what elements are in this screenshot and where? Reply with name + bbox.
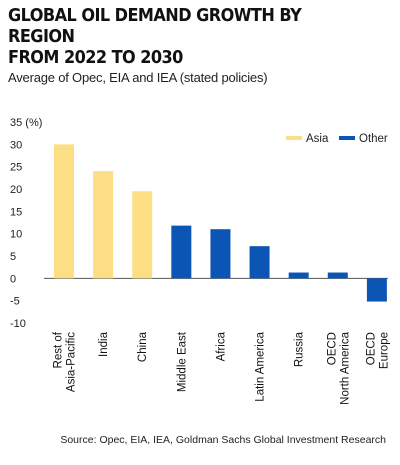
x-tick-label: Middle East bbox=[176, 331, 188, 392]
bar-3 bbox=[171, 225, 192, 279]
y-tick-label: -5 bbox=[10, 296, 20, 308]
bar-4 bbox=[210, 229, 231, 279]
x-tick-label: Africa bbox=[215, 331, 227, 361]
y-tick-label: 10 bbox=[10, 229, 22, 241]
legend-label-asia: Asia bbox=[306, 133, 329, 145]
chart-title: GLOBAL OIL DEMAND GROWTH BY REGION FROM … bbox=[8, 6, 363, 69]
bar-0 bbox=[54, 144, 74, 279]
y-tick-label: 20 bbox=[10, 184, 22, 196]
bar-7 bbox=[327, 272, 348, 279]
bar-2 bbox=[132, 191, 153, 279]
bar-6 bbox=[288, 272, 309, 279]
y-axis-ticks: -10 -5 0 5 10 15 20 25 30 35 (%) bbox=[10, 117, 42, 330]
chart-title-line-1: GLOBAL OIL DEMAND GROWTH BY REGION bbox=[8, 6, 302, 47]
x-tick-label: China bbox=[137, 331, 149, 362]
y-tick-label: 35 (%) bbox=[10, 117, 42, 129]
x-tick-label: OECDEurope bbox=[365, 332, 390, 369]
x-tick-label: Russia bbox=[294, 331, 306, 367]
x-tick-label: Rest ofAsia-Pacific bbox=[53, 331, 78, 392]
y-tick-label: 15 bbox=[10, 206, 22, 218]
chart-subtitle: Average of Opec, EIA and IEA (stated pol… bbox=[8, 70, 268, 85]
chart-title-line-2: FROM 2022 TO 2030 bbox=[8, 48, 183, 68]
source-note: Source: Opec, EIA, IEA, Goldman Sachs Gl… bbox=[60, 434, 386, 446]
x-tick-label: Latin America bbox=[255, 331, 267, 401]
y-tick-label: 30 bbox=[10, 139, 22, 151]
y-tick-label: 5 bbox=[10, 251, 16, 263]
y-tick-label: 25 bbox=[10, 162, 22, 174]
legend-swatch-other bbox=[339, 136, 355, 140]
x-tick-label: OECDNorth America bbox=[326, 331, 351, 404]
legend-label-other: Other bbox=[359, 133, 388, 145]
bars bbox=[54, 144, 387, 302]
y-tick-label: 0 bbox=[10, 273, 16, 285]
bar-8 bbox=[366, 278, 387, 302]
x-tick-label: India bbox=[98, 331, 110, 357]
bar-5 bbox=[249, 246, 270, 279]
y-tick-label: -10 bbox=[10, 318, 26, 330]
bar-1 bbox=[93, 171, 114, 279]
x-axis-labels: Rest ofAsia-Pacific India China Middle East… bbox=[53, 331, 391, 405]
legend: Asia Other bbox=[286, 133, 388, 145]
legend-swatch-asia bbox=[286, 136, 302, 140]
